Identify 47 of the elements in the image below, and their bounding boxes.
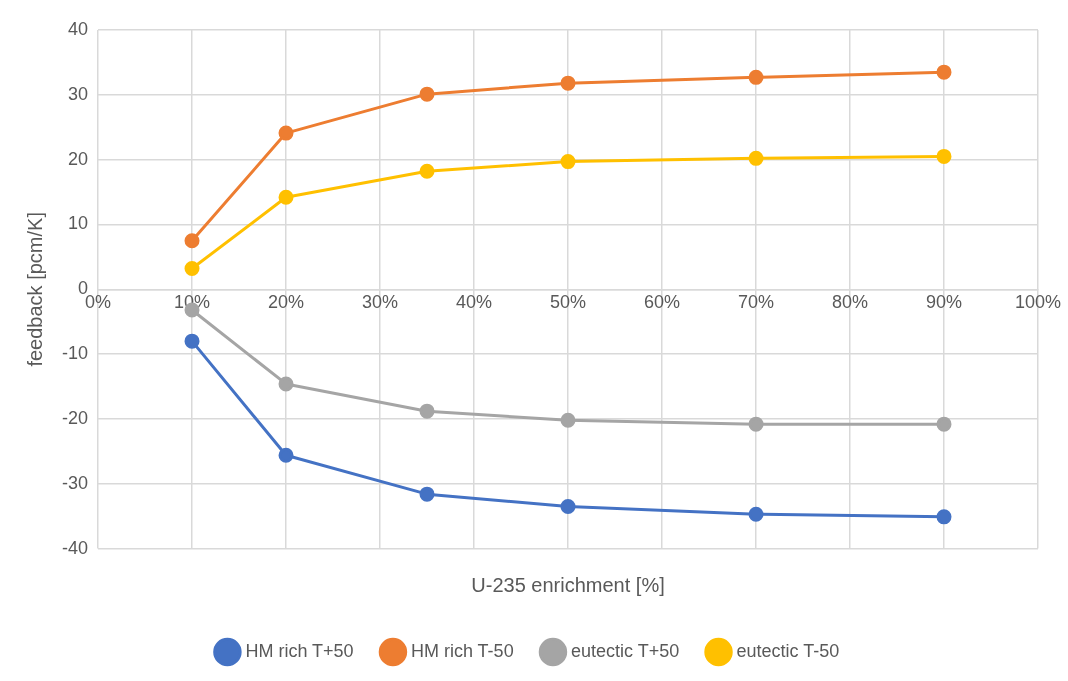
y-tick-label: 10 [67,213,89,234]
x-axis-title: U-235 enrichment [%] [471,574,665,597]
point [419,86,435,102]
point [184,261,200,277]
point [748,416,764,432]
x-tick-label: 30% [362,292,399,313]
point [419,403,435,419]
point [560,412,576,428]
point [560,154,576,170]
x-tick-label: 80% [831,292,869,313]
legend-label: eutectic T+50 [570,640,680,661]
legend-label: HM rich T-50 [410,640,514,661]
point [560,498,576,514]
point [419,163,435,179]
legend-label: HM rich T+50 [245,640,354,661]
y-axis-title: feedback [pcm/K] [23,212,46,367]
y-tick-label: 20 [67,148,89,169]
x-tick-label: 20% [268,292,305,313]
point [560,75,576,91]
x-tick-label: 50% [549,292,587,313]
point [936,148,952,164]
point [748,506,764,522]
y-tick-label: 30 [67,83,89,104]
x-tick-label: 60% [643,292,681,313]
y-tick-label: -20 [62,407,89,428]
y-tick-label: -40 [62,537,89,558]
y-tick-label: -10 [62,343,89,364]
point [936,416,952,432]
y-tick-label: -30 [62,472,89,493]
point [936,64,952,80]
point [936,509,952,525]
x-tick-label: 0% [85,292,112,313]
point [748,69,764,85]
point [184,233,200,249]
point [278,189,294,205]
point [748,150,764,166]
x-tick-label: 70% [737,292,775,313]
x-tick-label: 40% [455,292,493,313]
point [278,376,294,392]
point [278,447,294,463]
point [184,333,200,349]
x-tick-label: 100% [1014,292,1062,313]
legend-label: eutectic T-50 [736,640,840,661]
x-tick-label: 90% [925,292,963,313]
y-tick-label: 40 [67,18,89,39]
point [419,486,435,502]
point [278,125,294,141]
